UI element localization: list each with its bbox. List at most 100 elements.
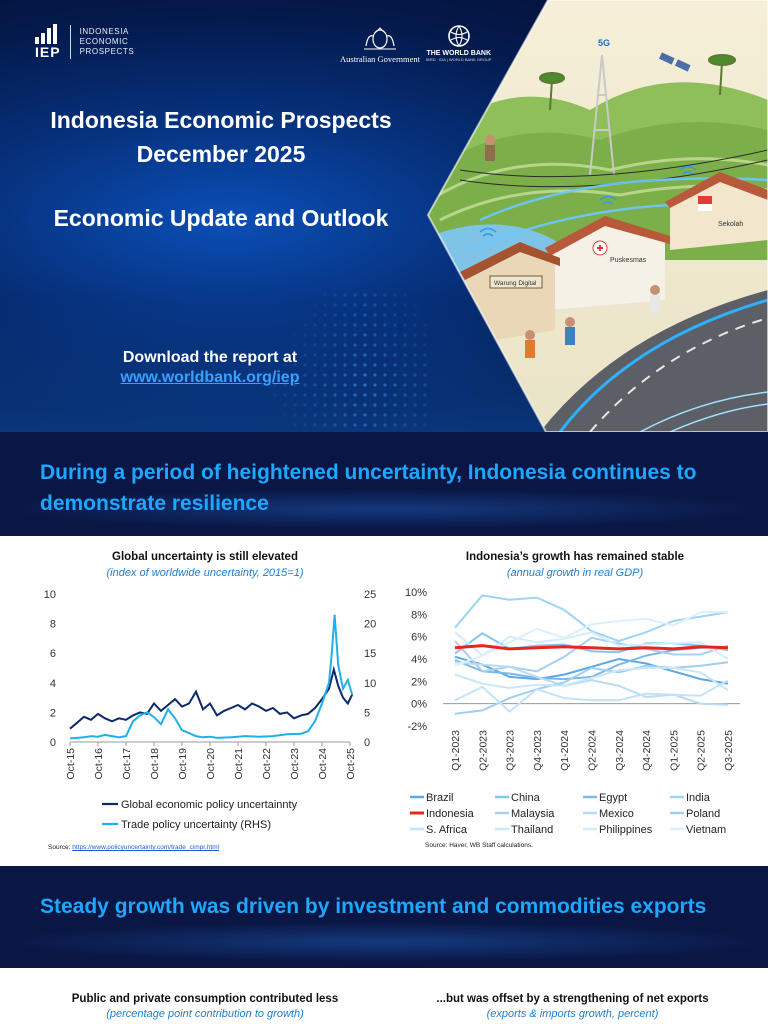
consumption-chart-title: Public and private consumption contribut… (71, 993, 339, 1005)
decorative-dot (273, 373, 277, 377)
decorative-dot (343, 343, 347, 347)
y-tick-label-right: 10 (364, 678, 376, 690)
decorative-dot (343, 333, 347, 337)
source-link[interactable]: https://www.policyuncertainty.com/trade_… (72, 844, 220, 851)
uncertainty-chart: 0 2 4 6 8 10 0 5 10 15 20 25 Oct-15 Oct-16 Oct-17 Oct-1… (44, 589, 377, 831)
decorative-dot (343, 293, 347, 297)
decorative-dot (303, 413, 307, 417)
decorative-dot (293, 413, 297, 417)
decorative-dot (333, 403, 337, 407)
decorative-dot (333, 393, 337, 397)
decorative-dot (313, 353, 317, 357)
decorative-dot (373, 353, 377, 357)
decorative-dot (343, 363, 347, 367)
decorative-dot (403, 323, 407, 327)
decorative-dot (293, 343, 297, 347)
decorative-dot (343, 303, 347, 307)
decorative-dot (283, 413, 287, 417)
uncertainty-chart-subtitle: (index of worldwide uncertainty, 2015=1) (106, 567, 304, 579)
decorative-dot (323, 353, 327, 357)
x-tick-label: Oct-21 (233, 748, 245, 780)
decorative-dot (403, 313, 407, 317)
decorative-dot (273, 383, 277, 387)
decorative-dot (343, 393, 347, 397)
decorative-dot (363, 373, 367, 377)
decorative-dot (413, 423, 417, 427)
decorative-dot (363, 403, 367, 407)
decorative-dot (393, 293, 397, 297)
y-tick-label-left: 10 (44, 589, 56, 601)
decorative-dot (313, 423, 317, 427)
decorative-dot (343, 373, 347, 377)
series-line-trade-policy (69, 614, 354, 740)
decorative-dot (263, 383, 267, 387)
consumption-chart-subtitle: (percentage point contribution to growth… (106, 1008, 304, 1020)
decorative-dot (363, 293, 367, 297)
legend-label: Thailand (511, 824, 553, 836)
legend-label: India (686, 792, 711, 804)
decorative-dot (323, 293, 327, 297)
y-tick-label: 2% (411, 676, 427, 688)
decorative-dot (323, 363, 327, 367)
y-tick-label-right: 25 (364, 589, 376, 601)
legend-label: Vietnam (686, 824, 726, 836)
legend-label: China (511, 792, 541, 804)
decorative-dot (373, 333, 377, 337)
decorative-dot (353, 303, 357, 307)
decorative-dot (313, 313, 317, 317)
decorative-dot (413, 303, 417, 307)
iep-logo: IEP INDONESIA ECONOMIC PROSPECTS (35, 24, 134, 60)
section-banner-resilience (0, 432, 768, 536)
decorative-dot (323, 373, 327, 377)
decorative-dot (363, 353, 367, 357)
decorative-dot-pattern (263, 293, 427, 427)
decorative-dot (303, 343, 307, 347)
growth-chart-source: Source: Haver, WB Staff calculations. (425, 842, 533, 849)
decorative-dot (423, 363, 427, 367)
decorative-dot (363, 393, 367, 397)
decorative-dot (303, 393, 307, 397)
decorative-dot (313, 333, 317, 337)
decorative-dot (393, 303, 397, 307)
decorative-dot (323, 323, 327, 327)
decorative-dot (293, 373, 297, 377)
x-tick-label: Q2-2024 (587, 730, 599, 771)
decorative-dot (323, 403, 327, 407)
decorative-dot (363, 413, 367, 417)
report-link[interactable]: www.worldbank.org/iep (120, 369, 300, 386)
decorative-dot (373, 413, 377, 417)
shop-label: Warung Digital (494, 280, 537, 287)
decorative-dot (293, 333, 297, 337)
decorative-dot (403, 383, 407, 387)
decorative-dot (333, 353, 337, 357)
decorative-dot (303, 323, 307, 327)
x-tick-label: Q1-2023 (450, 730, 462, 771)
decorative-dot (393, 343, 397, 347)
net-exports-chart-title: ...but was offset by a strengthening of … (436, 993, 709, 1005)
y-tick-label: 8% (411, 609, 427, 621)
decorative-dot (413, 403, 417, 407)
decorative-dot (423, 353, 427, 357)
series-line-thailand (454, 666, 729, 692)
decorative-dot (393, 413, 397, 417)
decorative-dot (393, 353, 397, 357)
legend-label: Indonesia (426, 808, 475, 820)
net-exports-chart-subtitle: (exports & imports growth, percent) (486, 1008, 659, 1020)
decorative-dot (303, 373, 307, 377)
decorative-dot (323, 393, 327, 397)
decorative-dot (363, 333, 367, 337)
decorative-dot (283, 373, 287, 377)
decorative-dot (353, 353, 357, 357)
decorative-dot (383, 343, 387, 347)
decorative-dot (323, 413, 327, 417)
decorative-dot (403, 413, 407, 417)
decorative-dot (383, 313, 387, 317)
decorative-dot (293, 353, 297, 357)
x-tick-label: Q4-2023 (532, 730, 544, 771)
x-tick-label: Oct-16 (93, 748, 105, 780)
decorative-dot (423, 343, 427, 347)
legend-label: Philippines (599, 824, 653, 836)
decorative-dot (393, 373, 397, 377)
wifi-icon (479, 165, 697, 237)
decorative-dot (393, 383, 397, 387)
